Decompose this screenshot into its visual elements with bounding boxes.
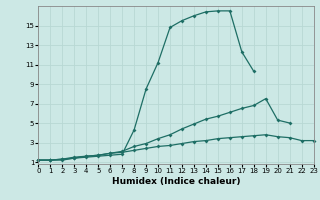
X-axis label: Humidex (Indice chaleur): Humidex (Indice chaleur)	[112, 177, 240, 186]
